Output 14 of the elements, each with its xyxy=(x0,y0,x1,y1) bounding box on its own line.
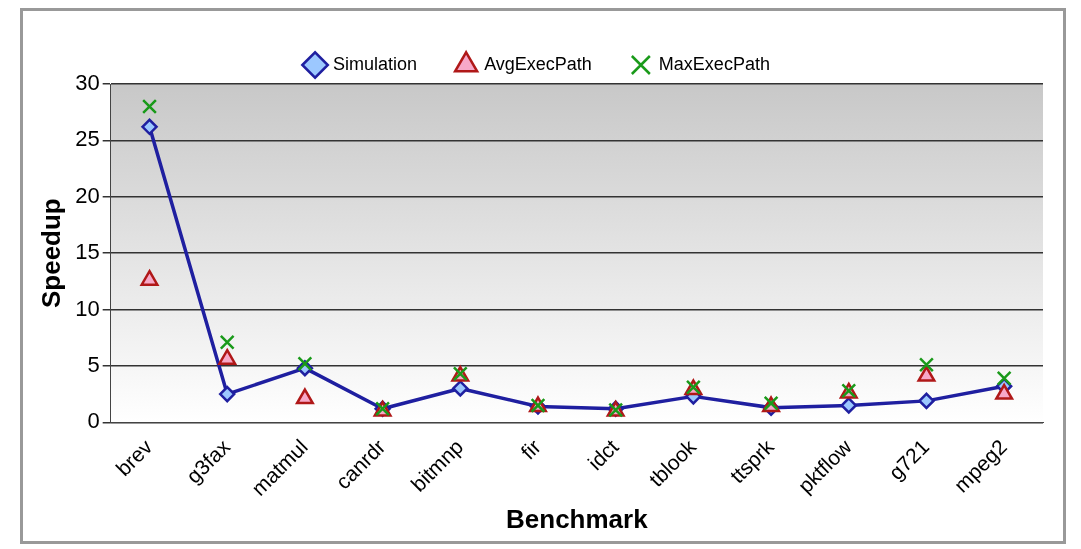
x-axis-title: Benchmark xyxy=(506,503,649,534)
y-axis-title: Speedup xyxy=(35,198,66,309)
y-tick-label: 20 xyxy=(75,182,100,208)
y-tick-label: 30 xyxy=(75,70,100,96)
x-tick-label: idct xyxy=(583,434,623,475)
x-tick-label: fir xyxy=(516,434,545,464)
legend-label: MaxExecPath xyxy=(658,53,770,74)
y-tick-label: 10 xyxy=(75,295,100,321)
y-tick-label: 15 xyxy=(75,239,100,265)
legend-label: AvgExecPath xyxy=(484,53,592,74)
y-tick-label: 25 xyxy=(75,126,100,152)
legend-label: Simulation xyxy=(333,53,418,74)
y-tick-label: 5 xyxy=(87,351,100,377)
y-tick-label: 0 xyxy=(87,408,100,434)
